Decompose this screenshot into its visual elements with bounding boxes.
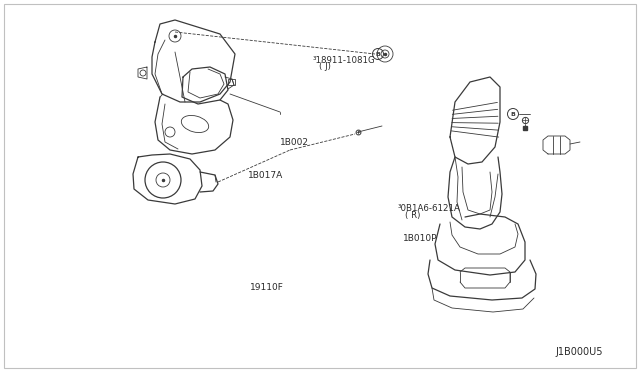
Text: ( R): ( R) bbox=[405, 211, 420, 220]
Text: B: B bbox=[511, 112, 515, 116]
Text: 1B010P: 1B010P bbox=[403, 234, 438, 243]
Text: ³0B1A6-6121A: ³0B1A6-6121A bbox=[398, 204, 461, 213]
Text: 1B002: 1B002 bbox=[280, 138, 308, 147]
Bar bbox=[228, 79, 235, 85]
Text: J1B000U5: J1B000U5 bbox=[556, 347, 603, 356]
Text: 1B017A: 1B017A bbox=[248, 171, 284, 180]
Text: ( J): ( J) bbox=[319, 62, 331, 71]
Text: ³18911-1081G: ³18911-1081G bbox=[312, 56, 375, 65]
Text: B: B bbox=[376, 51, 380, 57]
Text: 19110F: 19110F bbox=[250, 283, 284, 292]
